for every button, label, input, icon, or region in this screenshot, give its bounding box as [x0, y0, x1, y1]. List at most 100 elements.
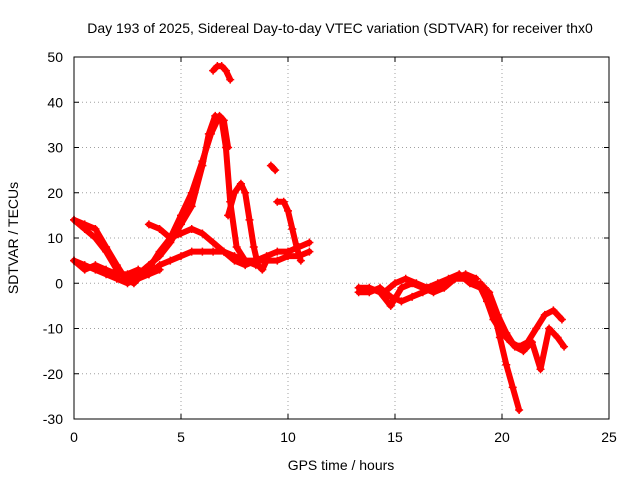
data-point-marker: [553, 333, 562, 342]
series-arc-h: [266, 161, 280, 175]
data-point-marker: [134, 265, 143, 274]
series-line-arc-e: [145, 221, 313, 269]
data-point-marker: [245, 215, 254, 224]
series-arc-d: [70, 256, 164, 279]
data-point-marker: [219, 116, 228, 125]
data-point-marker: [155, 247, 164, 256]
data-point-marker: [354, 283, 363, 292]
data-point-marker: [166, 256, 175, 265]
data-point-marker: [224, 143, 233, 152]
y-tick-label: 40: [47, 94, 63, 110]
data-point-marker: [545, 324, 554, 333]
data-point-marker: [102, 265, 111, 274]
data-point-marker: [365, 283, 374, 292]
data-point-marker: [284, 247, 292, 256]
data-point-marker: [279, 197, 288, 206]
data-point-marker: [224, 211, 233, 220]
y-tick-label: 10: [47, 230, 63, 246]
y-axis-label: SDTVAR / TECUs: [5, 182, 21, 294]
data-point-marker: [236, 179, 245, 188]
series-arc-g: [224, 179, 271, 274]
x-axis-label: GPS time / hours: [288, 457, 395, 473]
series-arc-o: [485, 288, 569, 374]
data-point-marker: [408, 292, 417, 301]
data-point-marker: [292, 243, 301, 252]
data-point-marker: [401, 274, 410, 283]
data-point-marker: [465, 279, 474, 288]
data-point-marker: [91, 224, 100, 233]
data-point-marker: [489, 315, 498, 324]
data-point-marker: [540, 310, 549, 319]
data-point-marker: [112, 261, 121, 270]
y-tick-label: 30: [47, 140, 63, 156]
data-point-marker: [262, 256, 271, 265]
data-point-marker: [412, 279, 421, 288]
y-tick-label: 50: [47, 49, 63, 65]
data-point-marker: [112, 270, 121, 279]
data-point-marker: [266, 161, 275, 170]
data-point-marker: [391, 279, 399, 288]
series-arc-l: [380, 270, 485, 297]
data-point-marker: [273, 256, 282, 265]
data-point-marker: [305, 247, 314, 256]
series-arc-i: [273, 197, 305, 265]
data-point-marker: [397, 297, 406, 306]
data-point-marker: [134, 274, 143, 283]
data-point-marker: [502, 360, 511, 369]
data-point-marker: [284, 206, 292, 215]
data-point-marker: [557, 315, 566, 324]
data-point-marker: [423, 283, 432, 292]
data-point-marker: [123, 279, 132, 288]
data-point-marker: [440, 283, 449, 292]
data-point-marker: [476, 283, 485, 292]
data-point-marker: [519, 347, 528, 356]
data-point-marker: [177, 252, 185, 261]
data-point-marker: [91, 261, 100, 270]
data-point-marker: [386, 301, 395, 310]
data-point-marker: [455, 270, 464, 279]
data-point-marker: [249, 243, 258, 252]
data-point-marker: [147, 261, 156, 270]
data-point-marker: [305, 238, 314, 247]
data-point-marker: [221, 66, 230, 75]
y-tick-label: 0: [55, 275, 63, 291]
data-point-marker: [177, 229, 185, 238]
data-point-marker: [485, 288, 494, 297]
data-point-marker: [230, 256, 239, 265]
data-point-marker: [493, 310, 502, 319]
data-point-marker: [198, 157, 207, 166]
data-point-marker: [241, 261, 250, 270]
series-arc-b: [70, 111, 233, 288]
data-point-marker: [209, 247, 218, 256]
data-point-marker: [155, 265, 164, 274]
data-point-marker: [177, 211, 185, 220]
data-point-marker: [549, 306, 558, 315]
data-point-marker: [258, 265, 267, 274]
data-point-marker: [380, 288, 389, 297]
x-tick-label: 20: [494, 429, 510, 445]
y-tick-label: 20: [47, 185, 63, 201]
data-point-marker: [397, 283, 406, 292]
series-arc-f: [209, 62, 235, 84]
data-point-marker: [230, 188, 239, 197]
data-point-marker: [206, 129, 215, 138]
y-tick-label: -20: [43, 366, 63, 382]
y-tick-label: -30: [43, 411, 63, 427]
data-point-marker: [198, 229, 207, 238]
data-point-marker: [527, 338, 536, 347]
data-point-marker: [187, 202, 196, 211]
data-point-marker: [144, 220, 153, 229]
data-point-marker: [217, 62, 226, 71]
data-point-marker: [187, 224, 196, 233]
data-point-marker: [226, 75, 235, 84]
data-point-marker: [209, 238, 218, 247]
data-point-marker: [166, 234, 175, 242]
data-point-marker: [144, 270, 153, 279]
data-point-marker: [80, 265, 89, 274]
data-point-marker: [219, 247, 228, 256]
data-series-layer: [70, 62, 569, 414]
data-point-marker: [215, 111, 224, 120]
data-point-marker: [502, 329, 511, 338]
data-point-marker: [254, 261, 263, 270]
